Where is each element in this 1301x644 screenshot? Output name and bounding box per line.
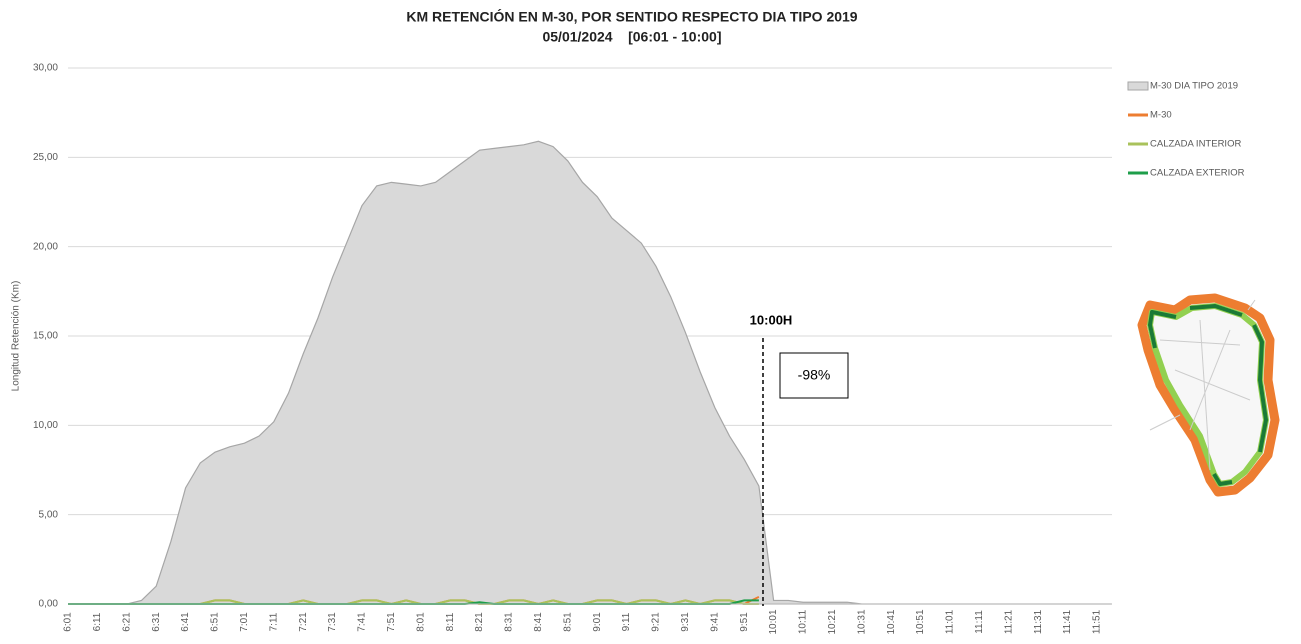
legend-swatch	[1127, 81, 1149, 91]
x-tick-label: 10:51	[915, 609, 926, 634]
y-tick-label: 5,00	[39, 509, 59, 520]
x-tick-label: 6:41	[180, 612, 191, 632]
x-tick-label: 8:21	[474, 612, 485, 632]
x-tick-label: 8:01	[415, 612, 426, 632]
legend-label: CALZADA INTERIOR	[1150, 139, 1241, 150]
x-tick-label: 9:11	[621, 612, 632, 631]
x-tick-label: 11:41	[1062, 609, 1073, 634]
legend-label: M-30	[1150, 110, 1172, 121]
x-tick-label: 10:21	[827, 609, 838, 634]
x-tick-label: 7:31	[327, 612, 338, 632]
x-tick-label: 11:21	[1003, 609, 1014, 634]
x-tick-label: 6:01	[63, 612, 74, 632]
y-tick-label: 0,00	[39, 599, 59, 610]
x-tick-label: 6:51	[210, 612, 221, 632]
x-tick-label: 9:51	[739, 612, 750, 632]
x-tick-label: 11:51	[1092, 609, 1103, 634]
legend: M-30 DIA TIPO 2019 M-30 CALZADA INTERIOR CA…	[1127, 81, 1245, 179]
x-tick-label: 7:01	[239, 612, 250, 632]
x-tick-label: 7:21	[298, 612, 309, 632]
x-tick-label: 10:11	[798, 609, 809, 634]
x-tick-label: 8:41	[533, 612, 544, 632]
chart-subtitle: 05/01/2024 [06:01 - 10:00]	[542, 29, 721, 45]
x-tick-label: 7:11	[268, 612, 279, 631]
chart-title: KM RETENCIÓN EN M-30, POR SENTIDO RESPEC…	[406, 8, 857, 25]
x-tick-label: 9:21	[651, 612, 662, 632]
x-tick-label: 10:31	[856, 609, 867, 634]
x-tick-label: 11:31	[1033, 609, 1044, 634]
x-tick-label: 9:31	[680, 612, 691, 632]
legend-label: M-30 DIA TIPO 2019	[1150, 81, 1238, 92]
y-tick-label: 10,00	[33, 420, 58, 431]
x-tick-label: 11:11	[974, 610, 985, 634]
x-tick-label: 8:51	[562, 612, 573, 632]
y-axis-label: Longitud Retención (Km)	[11, 281, 22, 392]
x-tick-label: 9:41	[709, 612, 720, 632]
plot-area: 0,00 5,00 10,00 15,00 20,00 25,00 30,00 6:01 6:1…	[33, 63, 1112, 635]
x-tick-label: 10:01	[768, 609, 779, 634]
x-tick-label: 7:51	[386, 612, 397, 632]
x-tick-label: 7:41	[357, 612, 368, 632]
x-tick-label: 11:01	[945, 609, 956, 634]
x-tick-label: 9:01	[592, 612, 603, 632]
annotation: 10:00H	[750, 312, 793, 327]
annotation: -98%	[798, 367, 831, 383]
y-tick-label: 20,00	[33, 241, 58, 252]
area	[68, 140, 1112, 605]
x-tick-label: 6:11	[92, 612, 103, 631]
x-tick-label: 6:21	[121, 612, 132, 632]
y-tick-label: 25,00	[33, 152, 58, 163]
map-illustration	[1137, 293, 1280, 497]
x-tick-label: 8:31	[504, 612, 515, 632]
y-tick-label: 30,00	[33, 63, 58, 74]
annotation-box	[779, 352, 849, 399]
legend-label: CALZADA EXTERIOR	[1150, 168, 1245, 179]
x-tick-label: 6:31	[151, 612, 162, 632]
x-tick-label: 10:41	[886, 609, 897, 634]
x-tick-label: 8:11	[445, 612, 456, 631]
y-tick-label: 15,00	[33, 331, 58, 342]
